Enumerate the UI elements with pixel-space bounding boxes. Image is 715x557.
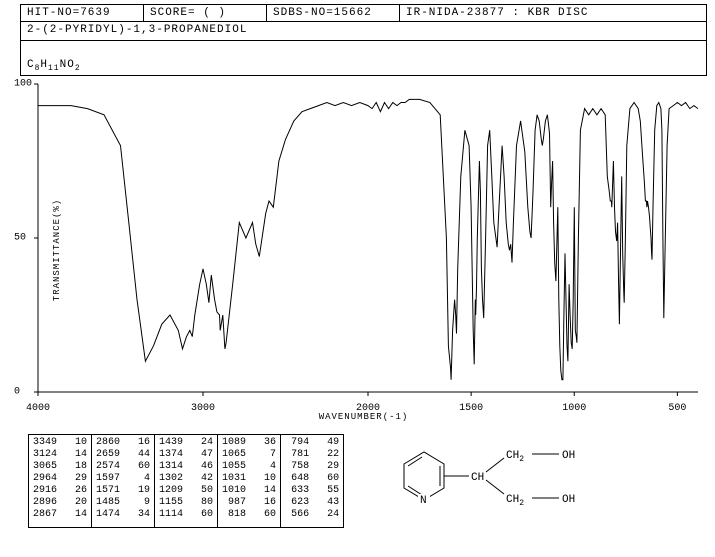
peak-row: 794 49 (285, 437, 339, 449)
x-tick-label: 4000 (26, 403, 50, 414)
peak-row: 3349 10 (33, 437, 87, 449)
peak-row: 2867 14 (33, 509, 87, 521)
peak-row: 1031 10 (222, 473, 276, 485)
y-tick-label: 50 (14, 233, 26, 244)
peak-row: 3065 18 (33, 461, 87, 473)
x-axis-label: WAVENUMBER(-1) (319, 412, 409, 422)
atom-oh-1: OH (562, 450, 575, 462)
header-bar: HIT-NO=7639 SCORE= ( ) SDBS-NO=15662 IR-… (20, 4, 707, 22)
molecular-structure: N CH CH2 OH CH2 OH (374, 434, 707, 528)
peak-row: 987 16 (222, 497, 276, 509)
molecular-formula: C8H11NO2 (20, 41, 707, 76)
ir-spectrum-chart: TRANSMITTANCE(%) 050100 4000300020001500… (20, 80, 707, 420)
peak-row: 633 55 (285, 485, 339, 497)
peak-row: 1597 4 (96, 473, 150, 485)
peak-row: 818 60 (222, 509, 276, 521)
peak-row: 1474 34 (96, 509, 150, 521)
hit-no: HIT-NO=7639 (21, 5, 144, 21)
peak-row: 1089 36 (222, 437, 276, 449)
peak-row: 1302 42 (159, 473, 213, 485)
peak-row: 1065 7 (222, 449, 276, 461)
score: SCORE= ( ) (144, 5, 267, 21)
peak-row: 2659 44 (96, 449, 150, 461)
peak-row: 758 29 (285, 461, 339, 473)
x-tick-label: 500 (668, 403, 686, 414)
y-tick-label: 0 (14, 387, 20, 398)
peak-row: 1055 4 (222, 461, 276, 473)
peak-row: 566 24 (285, 509, 339, 521)
formula-text: C8H11NO2 (27, 59, 81, 73)
peak-row: 2574 60 (96, 461, 150, 473)
peak-row: 1155 80 (159, 497, 213, 509)
peak-column: 1439 241374 471314 461302 421209 501155 … (155, 435, 218, 527)
peak-row: 2860 16 (96, 437, 150, 449)
peak-row: 1010 14 (222, 485, 276, 497)
peak-column: 794 49 781 22 758 29 648 60 633 55 623 4… (281, 435, 343, 527)
peak-row: 2964 29 (33, 473, 87, 485)
peak-row: 3124 14 (33, 449, 87, 461)
peak-column: 3349 103124 143065 182964 292916 262896 … (29, 435, 92, 527)
peak-row: 648 60 (285, 473, 339, 485)
peak-row: 1374 47 (159, 449, 213, 461)
bottom-panel: 3349 103124 143065 182964 292916 262896 … (28, 434, 707, 528)
peak-row: 1114 60 (159, 509, 213, 521)
svg-text:CH2: CH2 (506, 450, 524, 464)
svg-text:CH2: CH2 (506, 494, 524, 508)
y-tick-label: 100 (14, 79, 32, 90)
x-tick-label: 1000 (562, 403, 586, 414)
sdbs-no: SDBS-NO=15662 (267, 5, 400, 21)
structure-svg: N CH CH2 OH CH2 OH (374, 434, 614, 524)
peak-row: 781 22 (285, 449, 339, 461)
peak-row: 2916 26 (33, 485, 87, 497)
ir-info: IR-NIDA-23877 : KBR DISC (400, 5, 706, 21)
peak-row: 1314 46 (159, 461, 213, 473)
spectrum-svg (20, 80, 710, 414)
peak-row: 2896 20 (33, 497, 87, 509)
compound-name: 2-(2-PYRIDYL)-1,3-PROPANEDIOL (20, 22, 707, 41)
peak-row: 1209 50 (159, 485, 213, 497)
atom-oh-2: OH (562, 494, 575, 506)
peak-row: 623 43 (285, 497, 339, 509)
peak-row: 1485 9 (96, 497, 150, 509)
x-tick-label: 1500 (459, 403, 483, 414)
peak-row: 1571 19 (96, 485, 150, 497)
peak-column: 2860 162659 442574 601597 41571 191485 9… (92, 435, 155, 527)
atom-ch: CH (471, 472, 484, 484)
peak-column: 1089 361065 71055 41031 101010 14 987 16… (218, 435, 281, 527)
peak-table: 3349 103124 143065 182964 292916 262896 … (28, 434, 344, 528)
peak-row: 1439 24 (159, 437, 213, 449)
atom-n: N (420, 495, 427, 507)
x-tick-label: 3000 (191, 403, 215, 414)
